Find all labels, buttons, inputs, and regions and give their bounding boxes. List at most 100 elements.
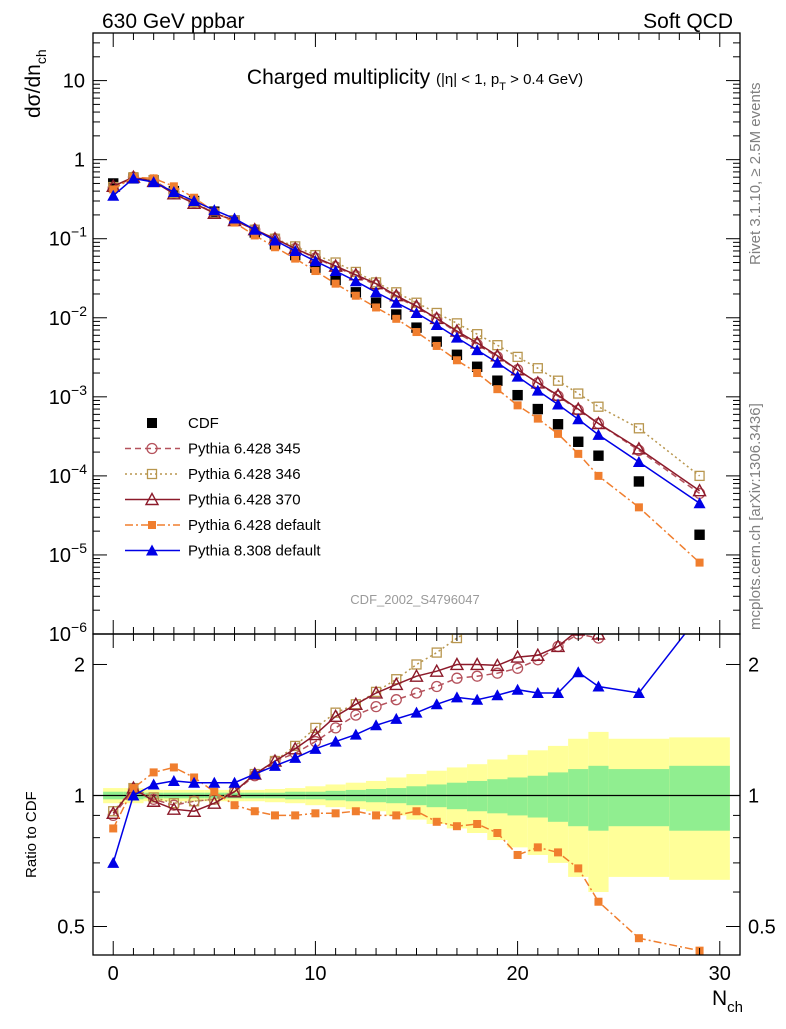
y-axis-label: dσ/dnch (22, 49, 49, 118)
data-point (593, 450, 604, 461)
data-point (109, 824, 118, 833)
data-point (530, 647, 545, 661)
data-point (291, 811, 300, 820)
header-left: 630 GeV ppbar (102, 10, 244, 33)
data-point (409, 668, 424, 682)
tick-base: 10 (49, 545, 71, 567)
data-point (227, 784, 242, 798)
data-point (594, 897, 603, 906)
band-inner (527, 775, 548, 818)
data-point (533, 583, 542, 592)
ratio-y-tick-label-right: 0.5 (748, 916, 776, 938)
data-point (248, 768, 261, 780)
main-series (106, 169, 707, 567)
data-point (451, 634, 463, 644)
x-tick-label: 10 (304, 963, 326, 985)
series-line (112, 176, 701, 492)
data-point (309, 742, 322, 754)
data-point (230, 801, 239, 810)
legend-label: CDF (188, 415, 219, 432)
data-point (451, 672, 463, 684)
series-pythia-8-308-default (107, 172, 706, 509)
data-point (532, 403, 544, 415)
tick-base: 10 (49, 229, 71, 251)
data-point (510, 649, 525, 663)
ratio-y-ticks: 0.5 0.5 1 1 2 2 (57, 654, 776, 938)
series-line (112, 176, 701, 564)
data-point (592, 680, 605, 692)
data-point (127, 789, 140, 801)
data-point (532, 363, 543, 374)
x-axis-label: Nch (712, 987, 743, 1016)
data-point (631, 441, 647, 455)
data-point (370, 719, 383, 731)
data-point (593, 401, 604, 412)
data-point (310, 722, 321, 734)
y-tick-label: 10−3 (49, 382, 87, 409)
data-point (554, 429, 563, 438)
data-point (632, 455, 645, 467)
data-point (592, 428, 605, 440)
y-tick-label: 10−6 (49, 619, 87, 646)
chart-title: Charged multiplicity (|η| < 1, pT > 0.4 … (247, 66, 583, 93)
tick-exponent: −5 (71, 540, 87, 556)
data-point (372, 811, 381, 820)
x-ticks: 0 10 20 30 (92, 33, 741, 985)
data-point (430, 319, 443, 331)
x-tick-label: 0 (108, 963, 119, 985)
data-point (268, 759, 281, 771)
y-tick-label: 10−5 (49, 540, 87, 567)
data-point (695, 558, 704, 567)
series-pythia-6-428-346 (108, 583, 542, 817)
side-label-bottom: mcplots.cern.ch [arXiv:1306.3436] (747, 403, 764, 630)
data-point (390, 694, 402, 706)
data-point (372, 303, 381, 312)
data-point (146, 468, 158, 480)
data-point (552, 419, 564, 430)
legend-entry: Pythia 6.428 default (125, 517, 321, 534)
y-tick-label: 1 (74, 150, 85, 172)
data-point (147, 176, 160, 188)
data-point (552, 686, 565, 698)
series-cdf (108, 173, 705, 540)
data-point (491, 356, 504, 368)
x-label-sub: ch (727, 999, 743, 1016)
data-point (146, 544, 158, 556)
data-point (186, 803, 202, 817)
legend-label: Pythia 6.428 default (188, 517, 321, 534)
data-point (431, 336, 442, 347)
data-point (291, 254, 300, 263)
band-inner (467, 780, 488, 812)
data-point (349, 728, 362, 740)
data-point (493, 828, 502, 837)
data-point (572, 413, 585, 425)
data-point (552, 398, 565, 410)
data-point (473, 369, 482, 378)
cut-subscript: T (499, 81, 506, 93)
data-point (147, 778, 160, 790)
data-point (531, 384, 544, 396)
data-point (107, 856, 120, 868)
data-point (308, 727, 323, 741)
data-point (208, 204, 221, 216)
data-point (270, 811, 279, 820)
data-point (167, 185, 180, 197)
data-point (533, 414, 542, 423)
legend-label: Pythia 8.308 default (188, 543, 321, 560)
data-point (469, 657, 485, 671)
data-point (167, 774, 180, 786)
data-point (573, 388, 584, 399)
data-point (513, 850, 522, 859)
data-point (144, 492, 160, 506)
data-point (147, 418, 157, 428)
data-point (430, 698, 443, 710)
data-point (166, 801, 182, 815)
data-point (348, 696, 364, 711)
data-point (149, 768, 158, 777)
legend-entry: Pythia 8.308 default (125, 543, 321, 560)
tick-exponent: −3 (71, 382, 87, 398)
series-line (112, 634, 599, 816)
data-point (634, 503, 643, 512)
band-inner (669, 765, 730, 831)
data-point (250, 807, 259, 816)
